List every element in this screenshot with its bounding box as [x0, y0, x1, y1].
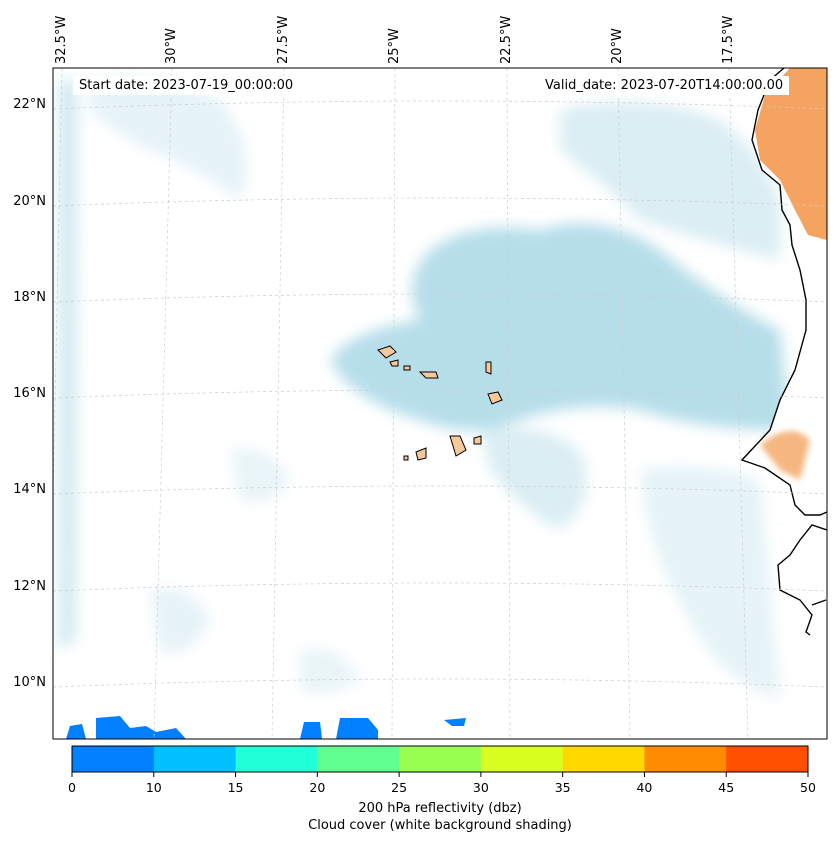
latitude-gridline: [53, 100, 827, 110]
colorbar-tick-label: 30: [472, 780, 489, 795]
lat-label-16n: 16°N: [13, 386, 46, 401]
lon-label-25w: 25°W: [387, 28, 402, 64]
cape-verde-islands: [377, 345, 503, 461]
colorbar-tick-label: 15: [227, 780, 244, 795]
colorbar-tick-label: 50: [800, 780, 816, 795]
valid-date-label: Valid_date: 2023-07-20T14:00:00.00: [539, 76, 790, 95]
lat-label-14n: 14°N: [13, 482, 46, 497]
colorbar-tick-label: 10: [145, 780, 162, 795]
lon-label-17-5w: 17.5°W: [721, 15, 736, 64]
latitude-gridline: [53, 197, 827, 207]
africa-land: [778, 68, 827, 739]
lat-label-10n: 10°N: [13, 675, 46, 690]
land-heat-shading-south: [760, 431, 810, 480]
coastline: [740, 68, 827, 636]
lon-label-32-5w: 32.5°W: [54, 15, 69, 64]
longitude-gridline: [153, 68, 173, 739]
colorbar-tick-label: 40: [636, 780, 653, 795]
longitude-gridline: [271, 68, 285, 739]
longitude-gridline: [728, 68, 749, 739]
latitude-gridline: [53, 293, 827, 303]
lon-label-27-5w: 27.5°W: [276, 15, 291, 64]
cloud-cover-shading: [58, 77, 790, 700]
lon-label-22-5w: 22.5°W: [499, 15, 514, 64]
longitude-gridline: [391, 68, 396, 739]
lat-label-22n: 22°N: [13, 97, 46, 112]
lon-label-30w: 30°W: [164, 28, 179, 64]
reflectivity-blobs: [66, 716, 466, 739]
latitude-gridline: [53, 582, 827, 592]
latitude-gridline: [53, 485, 827, 495]
colorbar-tick-labels: 0 10 15 20 25 30 35 40 45 50: [0, 780, 837, 800]
colorbar-label-cloud-cover: Cloud cover (white background shading): [308, 818, 572, 833]
colorbar-tick-label: 25: [391, 780, 408, 795]
colorbar-label-reflectivity: 200 hPa reflectivity (dbz): [358, 801, 522, 816]
latitude-gridline: [53, 678, 827, 688]
longitude-gridline: [617, 68, 631, 739]
lat-label-20n: 20°N: [13, 194, 46, 209]
longitude-gridline: [506, 68, 511, 739]
colorbar-tick-label: 0: [68, 780, 76, 795]
start-date-label: Start date: 2023-07-19_00:00:00: [73, 76, 300, 95]
lat-label-12n: 12°N: [13, 579, 46, 594]
land-heat-shading: [755, 68, 827, 240]
colorbar-tick-label: 35: [554, 780, 571, 795]
lon-label-20w: 20°W: [610, 28, 625, 64]
colorbar-tick-label: 20: [309, 780, 326, 795]
colorbar-tick-label: 45: [718, 780, 735, 795]
graticule: [53, 68, 827, 739]
lat-label-18n: 18°N: [13, 290, 46, 305]
map-frame: [52, 67, 828, 740]
